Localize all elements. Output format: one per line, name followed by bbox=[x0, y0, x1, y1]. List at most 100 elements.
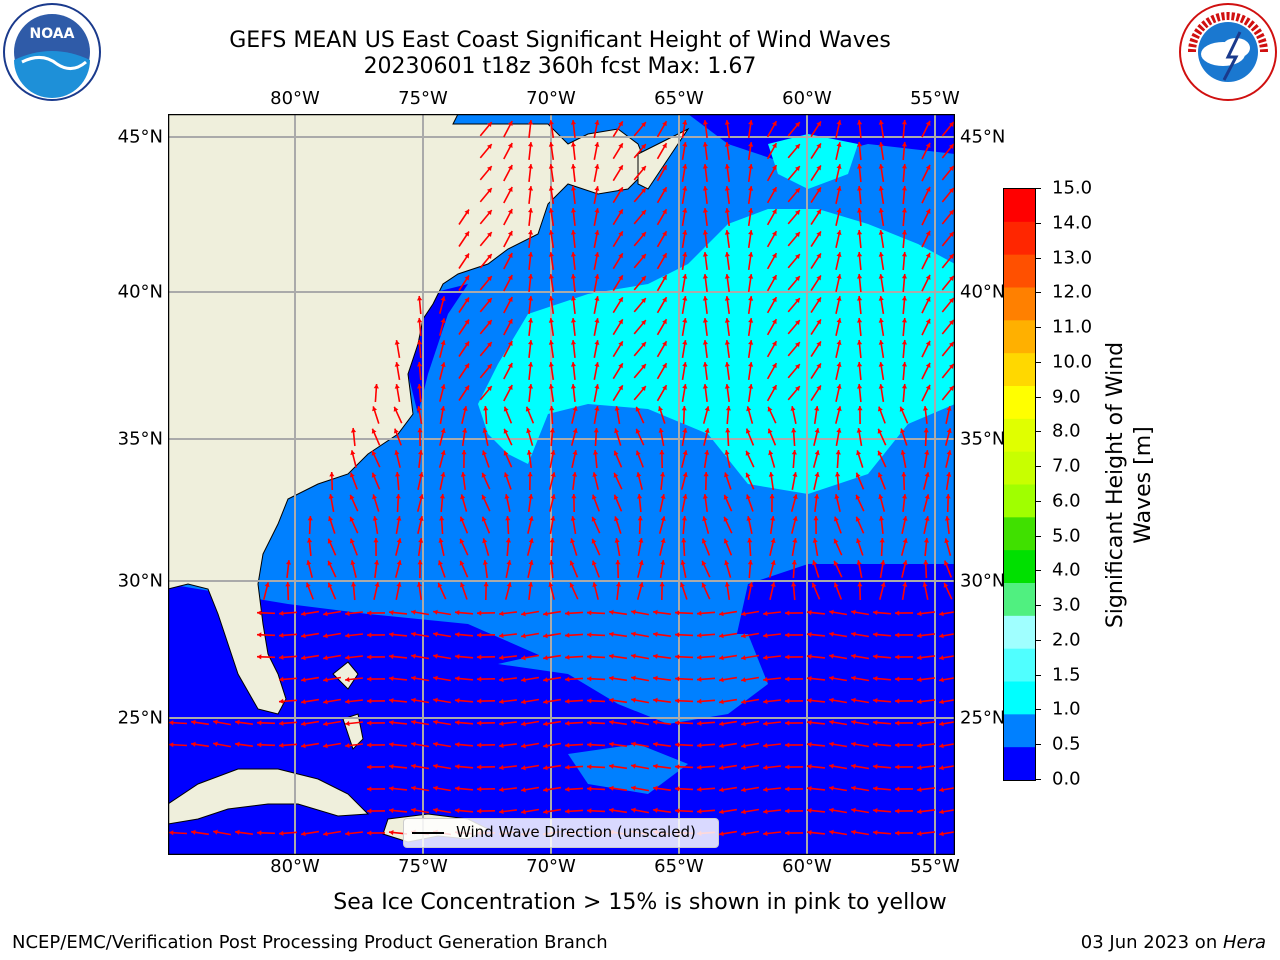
wave-direction-arrowhead bbox=[724, 560, 730, 566]
wave-direction-arrowhead bbox=[939, 677, 944, 683]
wave-direction-arrowhead bbox=[772, 121, 777, 127]
wave-direction-arrowhead bbox=[723, 494, 729, 500]
wave-direction-arrowhead bbox=[675, 610, 680, 616]
wave-direction-arrowhead bbox=[895, 698, 900, 704]
lat-tick-left: 25°N bbox=[117, 707, 163, 729]
wave-direction-arrowhead bbox=[925, 230, 931, 236]
wave-direction-arrowhead bbox=[873, 632, 878, 638]
wave-direction-arrowhead bbox=[702, 274, 708, 279]
wave-direction-arrowhead bbox=[349, 516, 355, 522]
wave-direction-arrowhead bbox=[878, 230, 884, 235]
colorbar-bin bbox=[1004, 583, 1035, 617]
wave-direction-arrowhead bbox=[503, 428, 509, 434]
lat-tick-right: 35°N bbox=[960, 428, 1006, 450]
wave-direction-arrowhead bbox=[662, 253, 667, 259]
wave-direction-arrowhead bbox=[816, 165, 821, 171]
wave-direction-arrowhead bbox=[367, 676, 372, 682]
wave-direction-arrowhead bbox=[641, 210, 646, 215]
wave-direction-arrowhead bbox=[901, 186, 907, 191]
wave-direction-arrowhead bbox=[433, 631, 438, 637]
wave-direction-arrowhead bbox=[437, 582, 443, 588]
wave-direction-arrowhead bbox=[814, 494, 820, 499]
wave-direction-arrowhead bbox=[548, 296, 554, 301]
wave-direction-arrowhead bbox=[724, 142, 730, 147]
colorbar-tick-mark bbox=[1035, 257, 1041, 259]
wave-direction-arrowhead bbox=[653, 785, 658, 791]
wave-direction-arrowhead bbox=[528, 186, 534, 191]
colorbar-bin bbox=[1004, 418, 1035, 453]
wave-direction-arrowhead bbox=[697, 742, 702, 748]
wave-direction-arrowhead bbox=[638, 560, 644, 566]
colorbar-bin bbox=[1004, 254, 1035, 288]
wave-direction-arrowhead bbox=[279, 720, 284, 726]
wave-direction-arrowhead bbox=[772, 231, 777, 237]
wave-direction-arrowhead bbox=[565, 610, 570, 616]
wave-direction-arrowhead bbox=[725, 406, 731, 411]
wave-direction-arrowhead bbox=[917, 699, 922, 705]
wave-direction-arrowhead bbox=[418, 450, 424, 455]
wave-direction-arrowhead bbox=[641, 386, 646, 391]
wave-direction-arrowhead bbox=[323, 633, 328, 639]
wave-direction-arrowhead bbox=[440, 318, 446, 324]
wave-direction-arrowhead bbox=[795, 232, 800, 237]
colorbar-tick-mark bbox=[1035, 396, 1041, 398]
wave-direction-arrowhead bbox=[507, 275, 513, 280]
colorbar-tick-label: 6.0 bbox=[1052, 490, 1081, 512]
wave-direction-arrowhead bbox=[701, 582, 707, 588]
wave-direction-arrowhead bbox=[499, 633, 504, 639]
wave-direction-arrowhead bbox=[521, 611, 526, 617]
wave-direction-arrowhead bbox=[455, 764, 460, 770]
wave-direction-arrowhead bbox=[570, 252, 576, 257]
wave-direction-arrowhead bbox=[901, 318, 907, 323]
wave-direction-arrowhead bbox=[816, 253, 821, 259]
wave-direction-arrowhead bbox=[662, 297, 667, 303]
wave-direction-arrowhead bbox=[682, 252, 688, 257]
wave-direction-arrowhead bbox=[433, 741, 438, 747]
wave-direction-arrowhead bbox=[703, 472, 709, 477]
wave-direction-arrowhead bbox=[591, 516, 597, 522]
wave-direction-arrowhead bbox=[570, 186, 576, 191]
colorbar-bin bbox=[1004, 714, 1035, 748]
wave-direction-arrowhead bbox=[433, 719, 438, 725]
wave-direction-arrowhead bbox=[507, 319, 513, 324]
wave-direction-arrowhead bbox=[349, 472, 355, 478]
wave-direction-arrowhead bbox=[279, 632, 284, 638]
wave-direction-arrowhead bbox=[917, 677, 922, 683]
wave-direction-arrowhead bbox=[895, 808, 900, 814]
wave-direction-arrowhead bbox=[477, 632, 482, 638]
wave-direction-arrowhead bbox=[901, 384, 907, 389]
wave-direction-arrowhead bbox=[949, 232, 954, 237]
wave-direction-arrowhead bbox=[873, 742, 878, 748]
wave-direction-arrowhead bbox=[548, 340, 554, 345]
wave-direction-arrowhead bbox=[922, 406, 928, 411]
wave-direction-arrowhead bbox=[487, 166, 492, 171]
wave-direction-arrowhead bbox=[807, 632, 812, 638]
wave-direction-arrowhead bbox=[389, 808, 394, 814]
legend-label: Wind Wave Direction (unscaled) bbox=[456, 823, 696, 841]
wave-direction-arrowhead bbox=[528, 318, 534, 323]
wave-direction-arrowhead bbox=[895, 676, 900, 682]
wave-direction-arrowhead bbox=[395, 472, 401, 477]
wave-direction-arrowhead bbox=[901, 362, 907, 367]
wave-direction-arrowhead bbox=[411, 719, 416, 725]
lon-tick-top: 80°W bbox=[270, 88, 320, 109]
wave-direction-arrowhead bbox=[855, 494, 861, 500]
wave-direction-arrowhead bbox=[878, 142, 884, 147]
wave-direction-arrowhead bbox=[455, 808, 460, 814]
wave-direction-arrowhead bbox=[394, 362, 400, 367]
lon-tick-top: 75°W bbox=[398, 88, 448, 109]
map-svg bbox=[167, 113, 956, 856]
wave-direction-arrowhead bbox=[487, 188, 492, 193]
wave-direction-arrowhead bbox=[795, 298, 800, 303]
wave-direction-arrowhead bbox=[483, 582, 489, 587]
wave-direction-arrowhead bbox=[851, 631, 856, 637]
wave-direction-arrowhead bbox=[719, 655, 724, 661]
wave-direction-arrowhead bbox=[631, 719, 636, 725]
wave-direction-arrowhead bbox=[925, 142, 931, 148]
wave-direction-arrowhead bbox=[719, 721, 724, 727]
wave-direction-arrowhead bbox=[949, 320, 954, 325]
wave-direction-arrowhead bbox=[505, 516, 511, 521]
wave-direction-arrowhead bbox=[697, 676, 702, 682]
wave-direction-arrowhead bbox=[851, 697, 856, 703]
wave-direction-arrowhead bbox=[411, 763, 416, 769]
